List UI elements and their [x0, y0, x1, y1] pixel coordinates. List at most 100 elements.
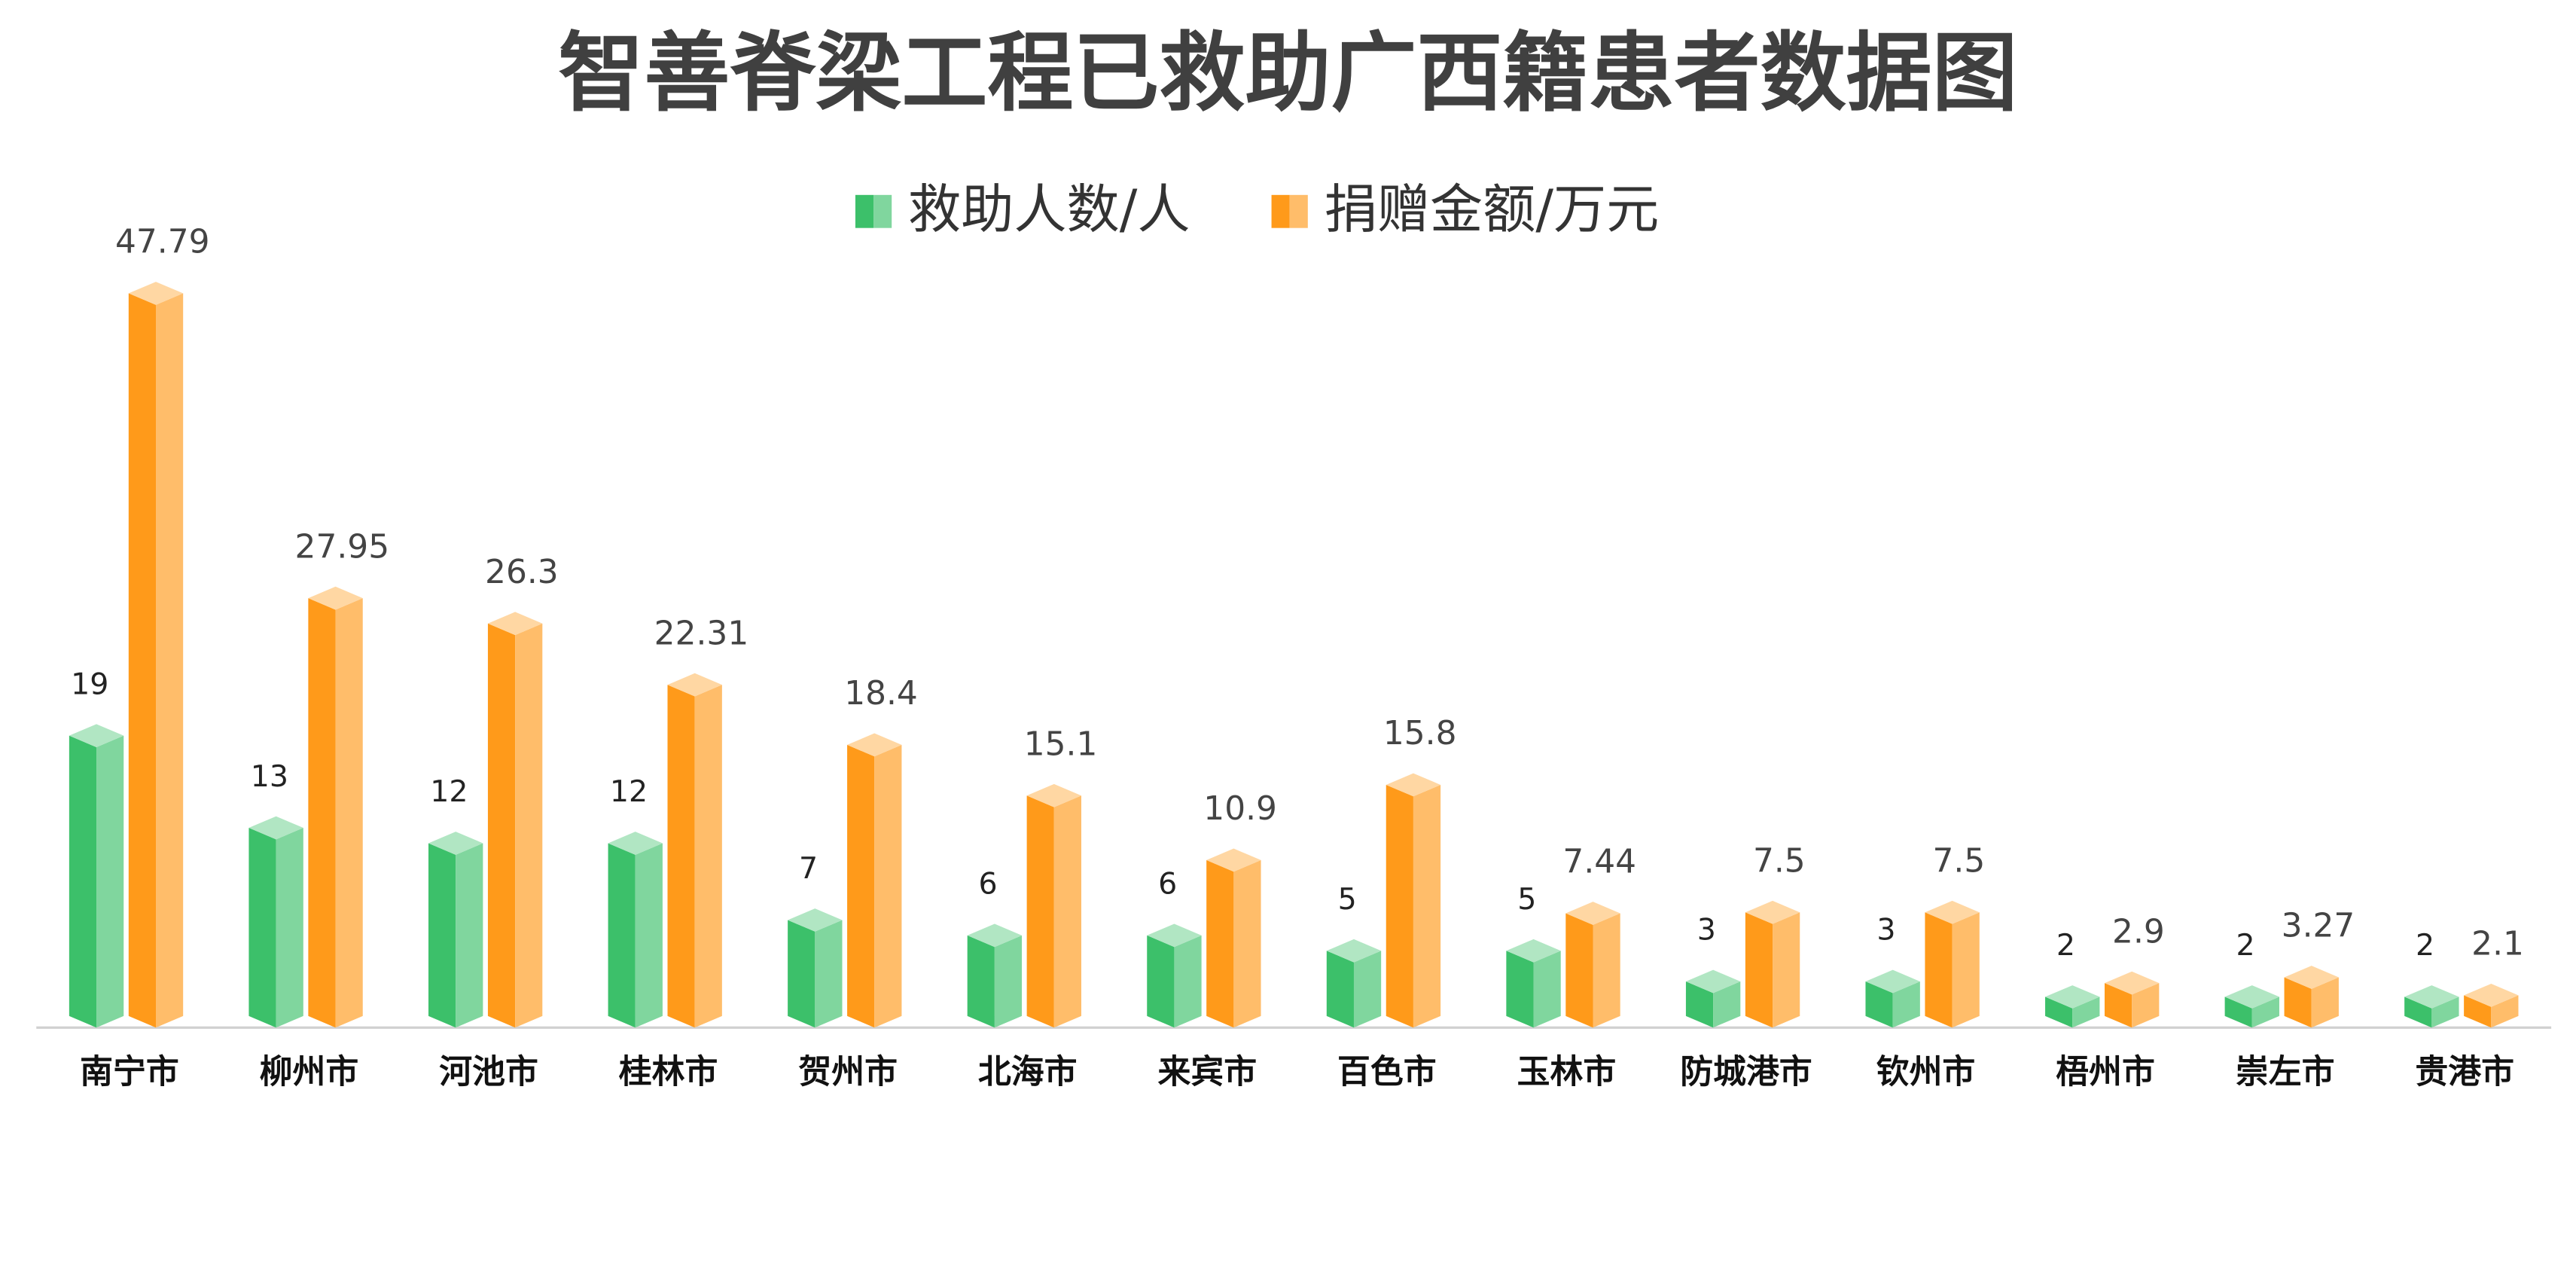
bar	[2224, 985, 2279, 1028]
bar-left-face	[1685, 981, 1714, 1028]
bar-right-face	[1713, 981, 1741, 1028]
bar-left-face	[1565, 913, 1593, 1028]
bar-left-face	[608, 843, 636, 1028]
data-label: 7.5	[1753, 841, 1806, 880]
data-label: 15.8	[1383, 714, 1457, 752]
bar	[248, 816, 303, 1028]
data-label: 2.1	[2471, 925, 2524, 963]
bar-left-face	[2404, 997, 2432, 1028]
data-label: 5	[1338, 882, 1357, 917]
bar-left-face	[1865, 981, 1893, 1028]
data-label: 5	[1517, 882, 1536, 917]
data-label: 2	[2416, 928, 2434, 963]
x-tick-label: 来宾市	[1157, 1053, 1257, 1091]
data-label: 3.27	[2282, 907, 2355, 945]
x-tick-label: 柳州市	[260, 1053, 359, 1091]
data-label: 6	[979, 867, 998, 902]
data-label: 2.9	[2112, 912, 2165, 951]
bar-left-face	[1745, 912, 1773, 1028]
legend-swatch	[855, 194, 874, 228]
bar	[1925, 900, 1980, 1028]
bar	[1206, 848, 1261, 1028]
bar-left-face	[847, 744, 875, 1028]
bar	[1685, 969, 1741, 1028]
bar-right-face	[1353, 951, 1382, 1028]
bar-right-face	[1773, 912, 1800, 1028]
data-label: 2	[2236, 928, 2254, 963]
x-tick-label: 崇左市	[2236, 1053, 2335, 1091]
x-tick-label: 百色市	[1337, 1053, 1437, 1091]
bar-top	[1865, 969, 1920, 994]
bar	[2104, 971, 2160, 1028]
bar	[2284, 966, 2339, 1028]
bar-top	[1147, 923, 1202, 948]
data-label: 3	[1876, 913, 1895, 948]
legend-label: 捐赠金额/万元	[1325, 179, 1660, 240]
data-label: 47.79	[115, 223, 210, 261]
bar	[2404, 985, 2459, 1028]
bar-right-face	[2311, 977, 2339, 1028]
bar-right-face	[1413, 784, 1441, 1028]
bar-left-face	[967, 935, 995, 1028]
x-tick-label: 防城港市	[1680, 1053, 1812, 1091]
bar-left-face	[1326, 951, 1354, 1028]
bar	[667, 673, 722, 1028]
data-label: 27.95	[295, 527, 390, 566]
bar-left-face	[1506, 951, 1534, 1028]
bar-right-face	[1053, 795, 1081, 1028]
bar-top	[428, 832, 483, 855]
bar	[2464, 984, 2519, 1028]
x-tick-label: 北海市	[978, 1053, 1078, 1091]
x-tick-label: 钦州市	[1876, 1053, 1976, 1091]
x-tick-label: 贵港市	[2415, 1053, 2514, 1091]
bar	[608, 832, 663, 1028]
bar-top	[487, 612, 543, 636]
bar	[1745, 900, 1800, 1028]
data-label: 26.3	[485, 553, 559, 591]
bar	[1026, 783, 1081, 1028]
data-label: 3	[1697, 913, 1716, 948]
data-label: 7.44	[1562, 843, 1636, 881]
x-tick-label: 梧州市	[2056, 1053, 2155, 1091]
bar	[1865, 969, 1920, 1028]
x-tick-label: 南宁市	[80, 1053, 179, 1091]
bar-left-face	[667, 685, 695, 1028]
bar	[128, 282, 184, 1028]
chart-title: 智善脊梁工程已救助广西籍患者数据图	[558, 23, 2017, 124]
bar-right-face	[2251, 997, 2279, 1028]
bar-top	[248, 816, 303, 840]
data-label: 22.31	[654, 614, 749, 652]
x-tick-label: 河池市	[439, 1053, 538, 1091]
bar-right-face	[1533, 951, 1561, 1028]
bar-right-face	[155, 293, 184, 1028]
bar-left-face	[2224, 997, 2252, 1028]
data-label: 19	[71, 667, 108, 701]
bar-right-face	[815, 920, 843, 1028]
bar-right-face	[96, 735, 124, 1028]
bar	[69, 724, 124, 1028]
bar-left-face	[2464, 995, 2492, 1028]
bar-right-face	[456, 843, 483, 1028]
x-tick-label: 玉林市	[1517, 1053, 1617, 1091]
bar-right-face	[2132, 983, 2160, 1028]
bar-left-face	[69, 735, 97, 1028]
data-label: 18.4	[844, 674, 918, 713]
data-label: 2	[2056, 928, 2075, 963]
bar-top	[2284, 966, 2339, 989]
bar-right-face	[1952, 912, 1980, 1028]
bar-top	[308, 586, 363, 610]
bar-top	[1206, 848, 1261, 872]
bar	[1565, 902, 1620, 1028]
bar-top	[1685, 969, 1741, 994]
bar-top	[69, 724, 124, 748]
bar-left-face	[2284, 977, 2312, 1028]
bar-right-face	[1892, 981, 1920, 1028]
data-label: 12	[430, 774, 468, 809]
bar-left-face	[308, 598, 336, 1028]
bar-right-face	[874, 744, 902, 1028]
bar-left-face	[2045, 997, 2073, 1028]
bar	[847, 733, 902, 1028]
bar-left-face	[2104, 983, 2132, 1028]
